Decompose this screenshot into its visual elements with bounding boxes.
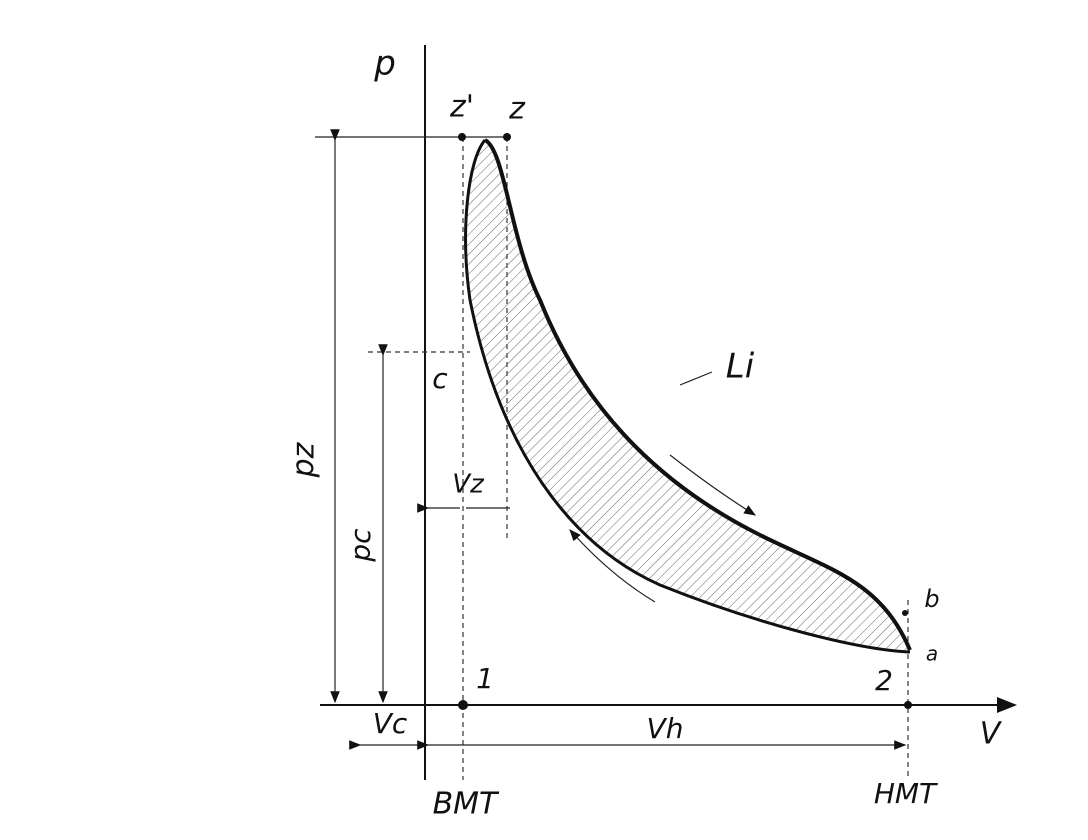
label: 1 xyxy=(476,662,494,695)
label: Vc xyxy=(373,707,408,740)
label: c xyxy=(432,362,448,395)
label: z xyxy=(508,92,526,127)
label: a xyxy=(926,642,938,666)
point xyxy=(458,700,468,710)
label: 2 xyxy=(875,664,893,697)
label: pz xyxy=(287,441,322,478)
label: V xyxy=(980,717,1003,752)
expansion-curve xyxy=(483,138,912,651)
label: BMT xyxy=(433,787,500,822)
work-area xyxy=(465,140,910,650)
point xyxy=(904,701,912,709)
label: HMT xyxy=(874,777,938,810)
label: z' xyxy=(449,90,474,125)
direction-arrow xyxy=(669,454,757,516)
label: Li xyxy=(726,347,755,387)
label: p xyxy=(373,44,396,84)
label: Vh xyxy=(647,712,684,745)
point xyxy=(902,610,908,616)
label: Vz xyxy=(452,470,485,500)
label: b xyxy=(924,585,939,613)
direction-arrow xyxy=(569,529,656,603)
label: pc xyxy=(344,528,377,563)
compression-curve xyxy=(464,139,911,654)
leader-line xyxy=(679,371,713,386)
point xyxy=(458,133,466,141)
point xyxy=(503,133,511,141)
